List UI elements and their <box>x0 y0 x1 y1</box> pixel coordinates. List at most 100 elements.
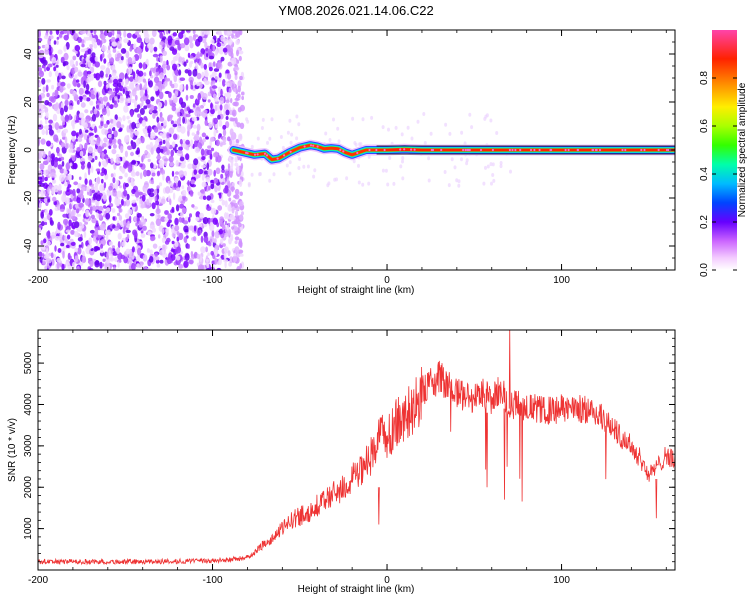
noise-speckle <box>125 229 131 234</box>
noise-speckle <box>279 135 283 139</box>
noise-speckle <box>57 248 62 253</box>
noise-speckle <box>66 234 71 240</box>
noise-speckle <box>99 103 105 110</box>
noise-speckle <box>155 218 162 227</box>
noise-speckle <box>406 125 410 130</box>
noise-speckle <box>185 59 189 64</box>
noise-speckle <box>172 63 177 71</box>
noise-speckle <box>113 227 120 231</box>
noise-speckle <box>54 235 60 241</box>
noise-speckle <box>142 78 146 83</box>
noise-speckle <box>207 99 211 103</box>
noise-speckle <box>59 168 65 174</box>
noise-speckle <box>125 90 130 97</box>
noise-speckle <box>123 163 128 169</box>
ridge-peak-speck <box>621 148 624 152</box>
noise-speckle <box>87 48 92 55</box>
noise-speckle <box>153 126 159 133</box>
noise-speckle <box>73 32 78 41</box>
noise-speckle <box>141 218 144 223</box>
noise-speckle <box>179 77 186 81</box>
noise-speckle <box>92 151 96 158</box>
noise-speckle <box>175 159 179 167</box>
noise-speckle <box>63 104 68 113</box>
noise-speckle <box>219 177 223 183</box>
spectrogram-ridge <box>228 139 675 166</box>
noise-speckle <box>54 245 57 252</box>
noise-speckle <box>124 172 128 178</box>
noise-speckle <box>186 124 191 132</box>
noise-speckle <box>179 203 185 209</box>
noise-speckle <box>205 176 211 183</box>
noise-speckle <box>204 80 210 86</box>
noise-speckle <box>91 189 96 194</box>
noise-speckle <box>78 112 85 119</box>
colorbar: 0.0 0.2 0.4 0.6 0.8 Normalized spectral ampl… <box>699 30 748 277</box>
noise-speckle <box>205 246 209 253</box>
noise-speckle <box>333 177 337 182</box>
noise-speckle <box>174 241 179 248</box>
noise-speckle <box>235 210 238 217</box>
ridge-peak-speck <box>464 148 467 152</box>
noise-speckle <box>55 64 59 68</box>
noise-speckle <box>187 185 191 193</box>
noise-speckle <box>236 266 241 270</box>
noise-speckle <box>59 174 65 183</box>
noise-speckle <box>281 145 285 150</box>
noise-speckle <box>117 212 121 217</box>
noise-speckle <box>136 255 140 263</box>
noise-speckle <box>181 185 185 190</box>
noise-speckle <box>208 121 213 129</box>
noise-speckle <box>145 58 149 65</box>
noise-speckle <box>84 109 89 114</box>
noise-speckle <box>204 119 208 126</box>
noise-speckle <box>138 62 143 69</box>
noise-speckle <box>72 91 76 97</box>
noise-speckle <box>233 101 239 107</box>
ridge-peak-speck <box>440 148 443 152</box>
noise-speckle <box>227 250 231 257</box>
y-tick-label: 2000 <box>23 476 34 499</box>
noise-speckle <box>64 142 70 149</box>
noise-speckle <box>106 234 109 242</box>
noise-speckle <box>57 221 61 230</box>
noise-speckle <box>120 124 125 128</box>
noise-speckle <box>158 105 161 112</box>
noise-speckle <box>191 132 195 136</box>
noise-speckle <box>209 223 215 231</box>
noise-speckle <box>214 48 218 56</box>
noise-speckle <box>164 210 169 215</box>
noise-speckle <box>60 242 65 247</box>
snr-y-label: SNR (10 * v/v) <box>7 418 18 482</box>
noise-speckle <box>215 123 219 129</box>
noise-speckle <box>166 64 171 71</box>
noise-speckle <box>186 106 190 112</box>
ridge-peak-speck <box>550 148 553 152</box>
ridge-peak-speck <box>591 148 594 152</box>
noise-speckle <box>142 62 146 70</box>
noise-speckle <box>129 76 134 82</box>
noise-speckle <box>120 48 127 54</box>
noise-speckle <box>112 189 118 197</box>
noise-speckle <box>117 261 120 268</box>
noise-speckle <box>218 192 222 199</box>
noise-speckle <box>118 95 125 104</box>
noise-speckle <box>156 147 161 154</box>
noise-speckle <box>38 53 44 59</box>
noise-speckle <box>236 49 239 57</box>
y-tick-label: 4000 <box>23 393 34 416</box>
noise-speckle <box>239 104 245 112</box>
x-tick-label: -100 <box>203 575 223 586</box>
noise-speckle <box>150 235 156 241</box>
noise-speckle <box>72 261 76 269</box>
noise-speckle <box>100 99 104 105</box>
noise-speckle <box>196 51 200 60</box>
noise-speckle <box>387 127 390 132</box>
noise-speckle <box>63 92 68 100</box>
ridge-peak-speck <box>265 154 269 157</box>
noise-speckle <box>86 77 91 83</box>
noise-speckle <box>53 40 57 45</box>
noise-speckle <box>156 116 160 123</box>
noise-speckle <box>171 240 175 245</box>
noise-speckle <box>109 124 114 129</box>
